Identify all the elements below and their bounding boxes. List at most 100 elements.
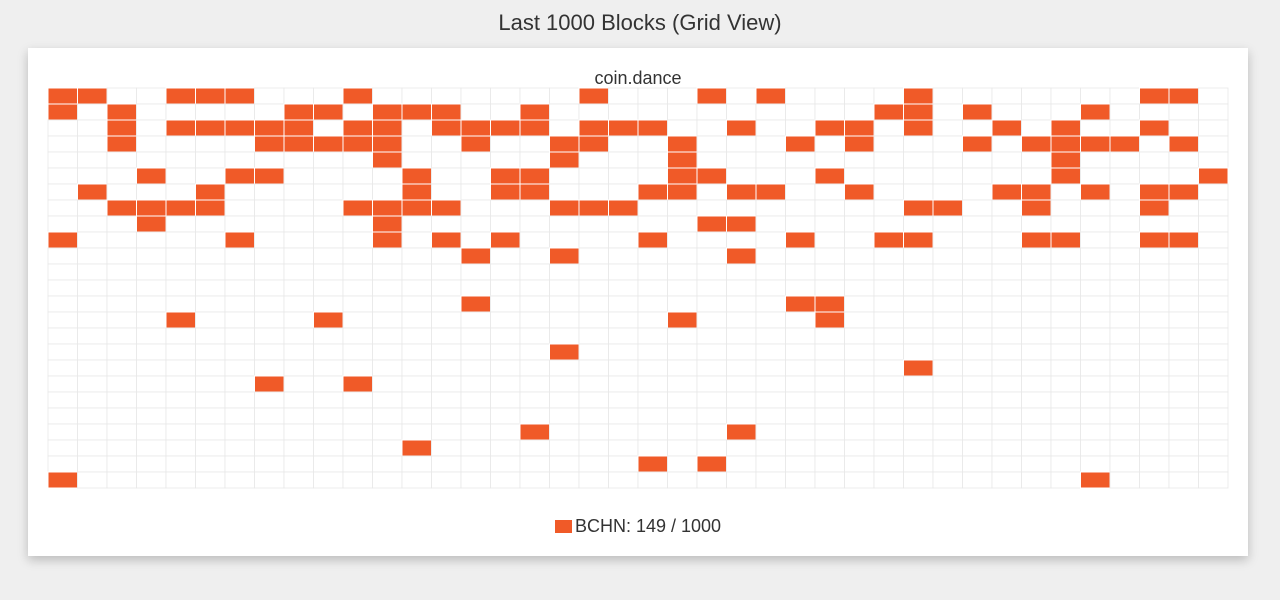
block-cell-empty[interactable] (1080, 391, 1111, 409)
block-cell-empty[interactable] (77, 247, 108, 265)
block-cell-empty[interactable] (1050, 439, 1081, 457)
block-cell-empty[interactable] (549, 167, 580, 185)
block-cell-empty[interactable] (195, 439, 226, 457)
block-cell-bchn[interactable] (431, 231, 462, 249)
block-cell-empty[interactable] (932, 279, 963, 297)
block-cell-bchn[interactable] (254, 119, 285, 137)
block-cell-empty[interactable] (1198, 103, 1229, 121)
block-cell-empty[interactable] (460, 311, 491, 329)
block-cell-empty[interactable] (224, 343, 255, 361)
block-cell-empty[interactable] (932, 311, 963, 329)
block-cell-empty[interactable] (460, 199, 491, 217)
block-cell-bchn[interactable] (372, 135, 403, 153)
block-cell-empty[interactable] (460, 231, 491, 249)
block-cell-empty[interactable] (490, 103, 521, 121)
block-cell-empty[interactable] (549, 455, 580, 473)
block-cell-empty[interactable] (1021, 455, 1052, 473)
block-cell-empty[interactable] (165, 375, 196, 393)
block-cell-bchn[interactable] (1139, 231, 1170, 249)
block-cell-empty[interactable] (785, 391, 816, 409)
block-cell-empty[interactable] (844, 391, 875, 409)
block-cell-empty[interactable] (844, 215, 875, 233)
block-cell-empty[interactable] (962, 311, 993, 329)
block-cell-empty[interactable] (490, 391, 521, 409)
block-cell-empty[interactable] (254, 231, 285, 249)
block-cell-empty[interactable] (1198, 135, 1229, 153)
block-cell-empty[interactable] (873, 151, 904, 169)
block-cell-empty[interactable] (755, 375, 786, 393)
block-cell-empty[interactable] (991, 135, 1022, 153)
block-cell-bchn[interactable] (785, 231, 816, 249)
block-cell-empty[interactable] (903, 311, 934, 329)
block-cell-empty[interactable] (106, 279, 137, 297)
block-cell-empty[interactable] (1168, 327, 1199, 345)
block-cell-empty[interactable] (932, 103, 963, 121)
block-cell-empty[interactable] (106, 327, 137, 345)
block-cell-empty[interactable] (401, 471, 432, 489)
block-cell-empty[interactable] (195, 359, 226, 377)
block-cell-empty[interactable] (401, 359, 432, 377)
block-cell-empty[interactable] (1168, 455, 1199, 473)
block-cell-empty[interactable] (342, 247, 373, 265)
block-cell-empty[interactable] (549, 375, 580, 393)
block-cell-empty[interactable] (1109, 151, 1140, 169)
block-cell-bchn[interactable] (1109, 135, 1140, 153)
block-cell-empty[interactable] (401, 87, 432, 105)
block-cell-empty[interactable] (136, 455, 167, 473)
block-cell-empty[interactable] (785, 343, 816, 361)
block-cell-empty[interactable] (696, 423, 727, 441)
block-cell-empty[interactable] (165, 279, 196, 297)
block-cell-bchn[interactable] (1139, 87, 1170, 105)
block-cell-empty[interactable] (991, 295, 1022, 313)
block-cell-empty[interactable] (991, 391, 1022, 409)
block-cell-empty[interactable] (1109, 199, 1140, 217)
block-cell-bchn[interactable] (1139, 199, 1170, 217)
block-cell-empty[interactable] (1080, 327, 1111, 345)
block-cell-empty[interactable] (903, 391, 934, 409)
block-cell-empty[interactable] (1021, 471, 1052, 489)
block-cell-bchn[interactable] (136, 215, 167, 233)
block-cell-empty[interactable] (519, 135, 550, 153)
block-cell-empty[interactable] (1198, 343, 1229, 361)
block-cell-empty[interactable] (873, 215, 904, 233)
block-cell-empty[interactable] (106, 263, 137, 281)
legend[interactable]: BCHN: 149 / 1000 (28, 516, 1248, 537)
block-cell-empty[interactable] (342, 103, 373, 121)
block-cell-empty[interactable] (460, 151, 491, 169)
block-cell-empty[interactable] (1168, 247, 1199, 265)
block-cell-empty[interactable] (77, 439, 108, 457)
block-cell-empty[interactable] (1021, 279, 1052, 297)
block-cell-empty[interactable] (224, 423, 255, 441)
block-cell-empty[interactable] (755, 423, 786, 441)
block-cell-empty[interactable] (844, 359, 875, 377)
block-cell-empty[interactable] (814, 327, 845, 345)
block-cell-empty[interactable] (431, 407, 462, 425)
block-cell-empty[interactable] (1080, 215, 1111, 233)
block-cell-empty[interactable] (844, 263, 875, 281)
block-cell-empty[interactable] (991, 231, 1022, 249)
block-cell-empty[interactable] (431, 135, 462, 153)
block-cell-empty[interactable] (578, 231, 609, 249)
block-cell-empty[interactable] (254, 199, 285, 217)
block-cell-empty[interactable] (1198, 471, 1229, 489)
block-cell-bchn[interactable] (1050, 135, 1081, 153)
block-cell-empty[interactable] (932, 439, 963, 457)
block-cell-bchn[interactable] (637, 455, 668, 473)
block-cell-empty[interactable] (608, 247, 639, 265)
block-cell-bchn[interactable] (47, 471, 78, 489)
block-cell-empty[interactable] (490, 151, 521, 169)
block-cell-empty[interactable] (254, 87, 285, 105)
block-cell-empty[interactable] (578, 407, 609, 425)
block-cell-bchn[interactable] (903, 231, 934, 249)
block-cell-empty[interactable] (578, 279, 609, 297)
block-cell-empty[interactable] (136, 279, 167, 297)
block-cell-bchn[interactable] (490, 119, 521, 137)
block-cell-empty[interactable] (165, 215, 196, 233)
block-cell-empty[interactable] (342, 295, 373, 313)
block-cell-empty[interactable] (549, 407, 580, 425)
block-cell-empty[interactable] (637, 375, 668, 393)
block-cell-empty[interactable] (991, 167, 1022, 185)
block-cell-empty[interactable] (785, 375, 816, 393)
block-cell-empty[interactable] (755, 471, 786, 489)
block-cell-empty[interactable] (490, 343, 521, 361)
